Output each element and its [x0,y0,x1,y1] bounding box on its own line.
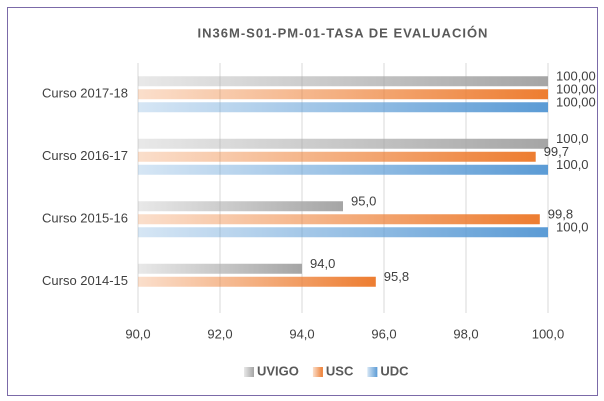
bar [138,276,376,287]
legend-label: USC [326,363,354,378]
y-tick-label: Curso 2015-16 [42,211,128,226]
value-label: 100,0 [556,220,589,235]
chart-title: IN36M-S01-PM-01-TASA DE EVALUACIÓN [198,25,489,40]
x-tick-label: 90,0 [125,326,150,341]
value-label: 99,8 [548,207,573,222]
bar [138,201,343,212]
y-tick-label: Curso 2016-17 [42,148,128,163]
value-label: 95,8 [384,269,409,284]
bar [138,151,536,162]
x-tick-label: 94,0 [289,326,314,341]
bar [138,263,302,274]
y-tick-label: Curso 2014-15 [42,273,128,288]
value-label: 100,00 [556,82,596,97]
y-tick-label: Curso 2017-18 [42,86,128,101]
x-tick-label: 92,0 [207,326,232,341]
legend-label: UVIGO [257,363,299,378]
bar [138,102,548,113]
bar [138,89,548,100]
bar [138,227,548,238]
bar [138,164,548,175]
legend-swatch [367,367,378,377]
bar [138,138,548,149]
x-tick-label: 98,0 [453,326,478,341]
x-tick-label: 96,0 [371,326,396,341]
bar [138,76,548,87]
value-label: 95,0 [351,194,376,209]
legend-label: UDC [380,363,409,378]
value-label: 100,00 [556,95,596,110]
value-label: 94,0 [310,256,335,271]
legend-swatch [312,367,323,377]
legend-swatch [244,367,254,377]
value-label: 100,0 [556,131,589,146]
value-label: 100,0 [556,157,589,172]
x-tick-label: 100,0 [532,326,565,341]
bar [138,214,540,225]
value-label: 100,00 [556,69,596,84]
value-label: 99,7 [544,144,569,159]
